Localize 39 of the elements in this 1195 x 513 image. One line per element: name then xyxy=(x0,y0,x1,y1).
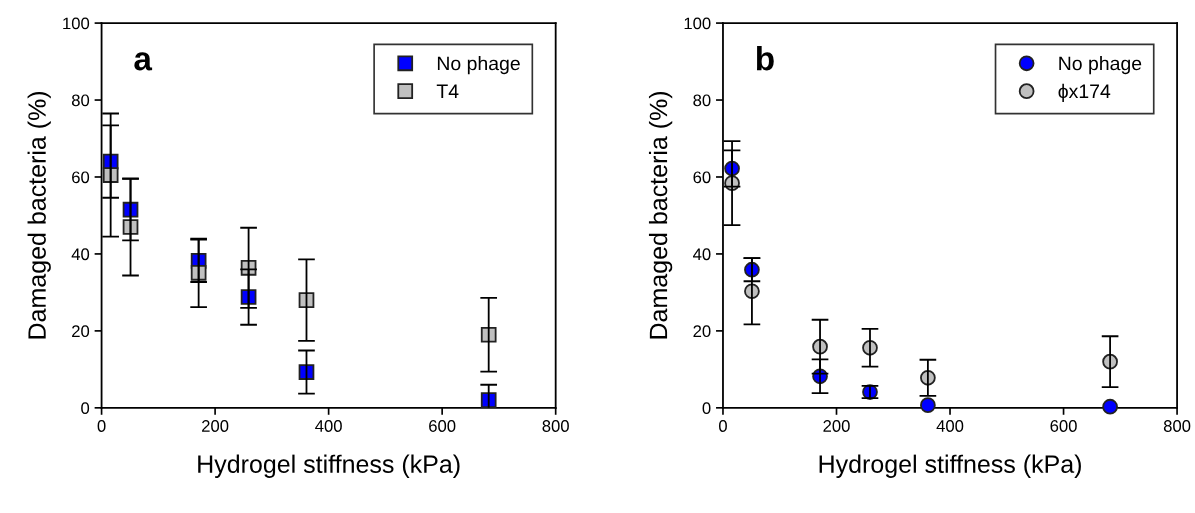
x-tick-label: 0 xyxy=(97,420,106,432)
y-tick-label: 60 xyxy=(693,171,711,184)
x-tick-label: 800 xyxy=(542,420,569,432)
x-tick-label: 600 xyxy=(429,420,456,432)
legend-label: No phage xyxy=(1059,56,1142,75)
point xyxy=(240,289,257,305)
legend-label: No phage xyxy=(437,56,520,75)
x-tick-label: 0 xyxy=(718,420,727,432)
point xyxy=(298,364,315,380)
y-tick-label: 40 xyxy=(693,248,711,261)
y-tick-label: 40 xyxy=(71,248,90,261)
y-tick-label: 0 xyxy=(81,402,90,415)
point xyxy=(298,292,315,308)
y-axis-title: Damaged bacteria (%) xyxy=(648,91,673,339)
y-tick-label: 20 xyxy=(693,325,711,338)
x-tick-label: 600 xyxy=(1050,420,1077,432)
point xyxy=(920,397,936,413)
legend-label: T4 xyxy=(436,84,459,98)
y-axis-title: Damaged bacteria (%) xyxy=(27,91,51,339)
y-tick-label: 100 xyxy=(684,17,711,30)
y-tick-label: 20 xyxy=(72,325,90,338)
x-axis-title: Hydrogel stiffness (kPa) xyxy=(198,454,460,478)
x-tick-label: 400 xyxy=(315,420,342,432)
x-axis-title: Hydrogel stiffness (kPa) xyxy=(819,454,1081,478)
legend-label: ϕx174 xyxy=(1058,83,1111,102)
y-tick-label: 0 xyxy=(702,402,711,415)
x-tick-label: 800 xyxy=(1163,420,1191,432)
point xyxy=(1102,398,1118,415)
point xyxy=(122,219,139,235)
y-tick-label: 60 xyxy=(72,171,90,184)
y-tick-label: 80 xyxy=(693,94,711,107)
annotation: a xyxy=(134,52,153,71)
y-tick-label: 100 xyxy=(63,17,90,30)
annotation: b xyxy=(756,46,774,71)
x-tick-label: 200 xyxy=(823,420,850,432)
x-tick-label: 200 xyxy=(202,420,229,432)
x-tick-label: 400 xyxy=(936,420,964,432)
y-tick-label: 80 xyxy=(71,94,90,107)
point xyxy=(122,201,139,218)
